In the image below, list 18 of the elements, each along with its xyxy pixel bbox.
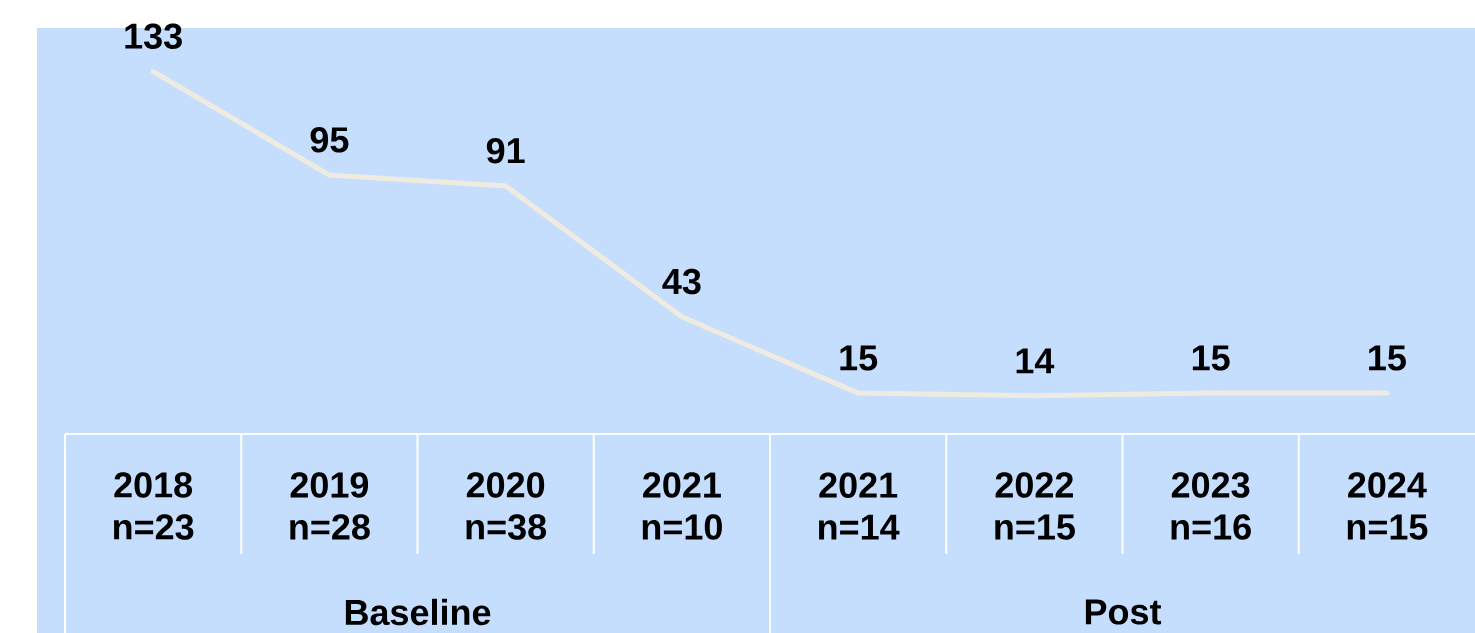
x-tick-label: 2018 n=23 — [113, 472, 194, 540]
data-label: 43 — [662, 268, 701, 295]
text: Baseline — [345, 598, 491, 626]
x-tick-label: 2022 n=15 — [995, 472, 1075, 540]
text: Post — [1085, 599, 1162, 625]
x-tick-label: 2021 n=14 — [818, 472, 900, 540]
x-tick-label: 2020 n=38 — [466, 472, 547, 540]
x-tick-label: 2019 n=28 — [290, 472, 370, 540]
data-label: 91 — [486, 137, 525, 164]
x-tick-label: 2021 n=10 — [642, 472, 722, 540]
data-label: 15 — [840, 345, 878, 371]
data-label: 14 — [1016, 348, 1055, 374]
data-label: 15 — [1192, 345, 1230, 371]
data-label: 95 — [310, 127, 349, 153]
data-label: 133 — [125, 23, 182, 50]
x-tick-label: 2023 n=16 — [1171, 472, 1251, 540]
data-label: 15 — [1369, 345, 1406, 371]
x-tick-label: 2024 n=15 — [1347, 472, 1428, 540]
